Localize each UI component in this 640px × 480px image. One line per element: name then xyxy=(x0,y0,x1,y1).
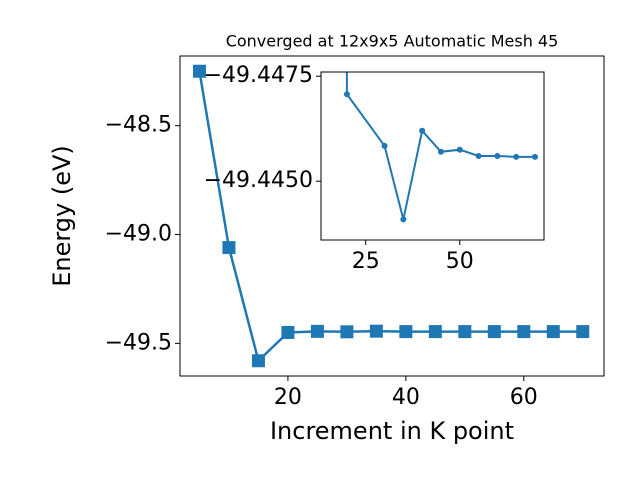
marker xyxy=(369,324,383,338)
y-tick-label: −49.4450 xyxy=(204,168,313,193)
marker xyxy=(456,146,463,153)
marker xyxy=(531,153,538,160)
x-tick-label: 50 xyxy=(446,249,474,274)
marker xyxy=(381,142,388,149)
y-tick-label: −49.4475 xyxy=(204,63,313,88)
marker xyxy=(458,325,472,339)
y-axis-label: Energy (eV) xyxy=(48,145,76,287)
marker xyxy=(494,153,501,159)
marker xyxy=(419,127,426,134)
series-group xyxy=(343,72,538,223)
x-tick-label: 25 xyxy=(352,249,380,274)
y-tick-label: −49.5 xyxy=(105,330,172,355)
x-tick-label: 60 xyxy=(510,385,538,410)
axes-frame xyxy=(320,71,545,241)
marker xyxy=(437,148,444,155)
axes-frame xyxy=(179,55,605,377)
marker xyxy=(517,325,531,339)
marker xyxy=(400,216,407,223)
x-axis-label: Increment in K point xyxy=(270,417,514,445)
marker xyxy=(281,325,295,339)
x-tick-label: 20 xyxy=(274,385,302,410)
series-group xyxy=(192,64,590,368)
marker xyxy=(192,64,206,78)
marker xyxy=(513,153,520,160)
x-tick-label: 40 xyxy=(392,385,420,410)
marker xyxy=(546,325,560,339)
y-tick-label: −48.5 xyxy=(105,113,172,138)
marker xyxy=(343,91,350,98)
chart-title: Converged at 12x9x5 Automatic Mesh 45 xyxy=(226,32,559,51)
marker xyxy=(487,325,501,339)
marker xyxy=(399,325,413,339)
marker xyxy=(428,325,442,339)
marker xyxy=(576,325,590,339)
y-tick-label: −49.0 xyxy=(105,222,172,247)
marker xyxy=(222,241,236,255)
marker xyxy=(251,354,265,368)
marker xyxy=(310,324,324,338)
marker xyxy=(475,153,482,159)
marker xyxy=(340,325,354,339)
